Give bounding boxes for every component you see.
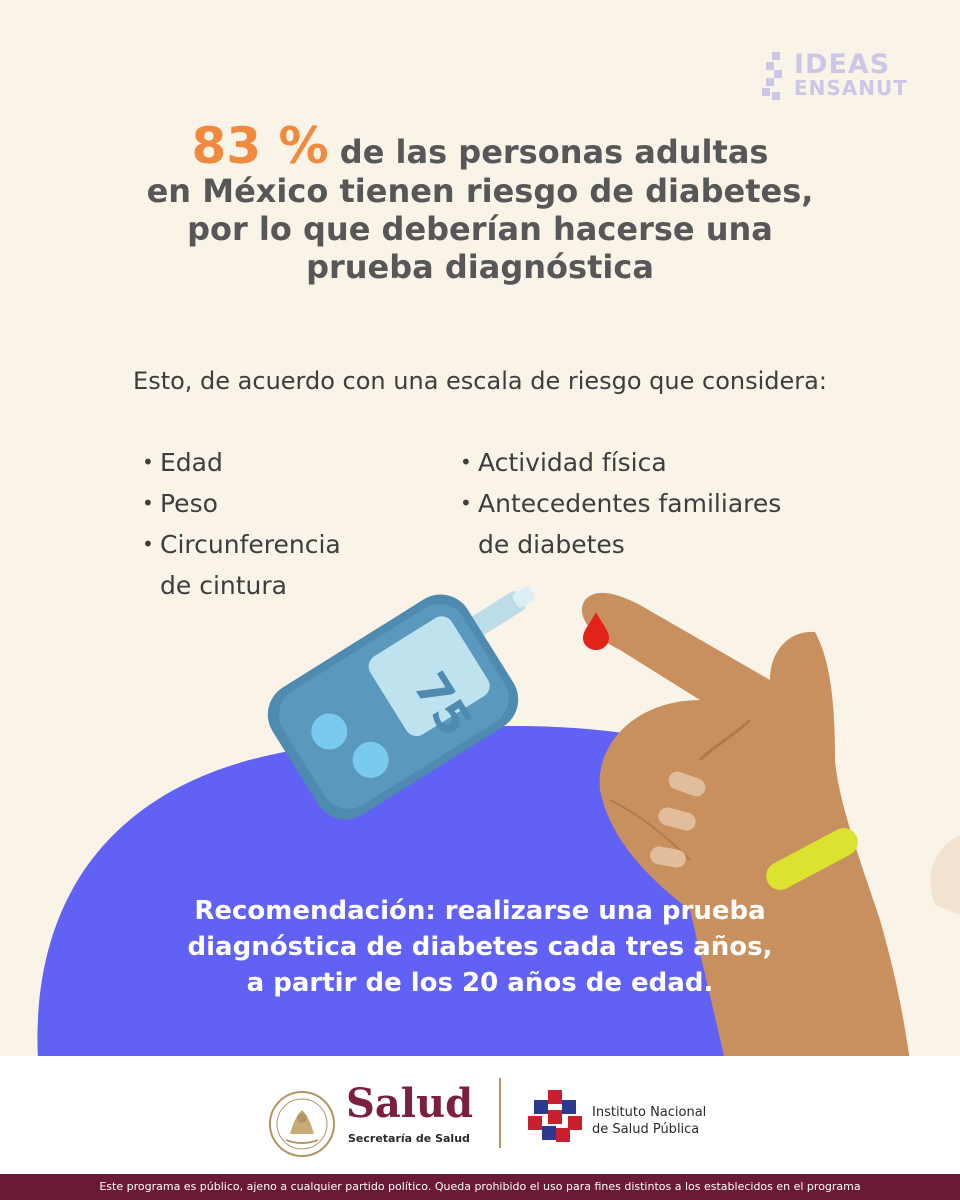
risk-factor-label: Antecedentes familiares xyxy=(478,489,782,518)
insp-name: Instituto Nacional de Salud Pública xyxy=(592,1104,742,1138)
insp-name-line-2: de Salud Pública xyxy=(592,1122,700,1137)
risk-factors-right: Actividad física Antecedentes familiares… xyxy=(460,442,860,565)
headline: 83 % de las personas adultas en México t… xyxy=(80,120,880,286)
risk-factor-item: Antecedentes familiares de diabetes xyxy=(460,483,860,565)
hand-illustration xyxy=(581,592,910,1060)
risk-factor-item: Circunferencia de cintura xyxy=(142,524,442,606)
footer-logos: Salud Secretaría de Salud Instituto Naci… xyxy=(0,1056,960,1174)
recommendation-line-3: a partir de los 20 años de edad. xyxy=(246,968,714,998)
headline-percent: 83 % xyxy=(191,117,329,175)
headline-line-4: prueba diagnóstica xyxy=(306,248,654,286)
blood-drop-icon xyxy=(583,612,609,650)
salud-wordmark: Salud xyxy=(346,1080,474,1127)
intro-text: Esto, de acuerdo con una escala de riesg… xyxy=(133,367,827,395)
risk-factor-label: Peso xyxy=(160,489,218,518)
secretaria-label: Secretaría de Salud xyxy=(348,1132,470,1145)
insp-logo-icon xyxy=(528,1090,582,1142)
headline-line-1-text: de las personas adultas xyxy=(328,133,769,171)
recommendation-line-2: diagnóstica de diabetes cada tres años, xyxy=(187,932,773,962)
risk-factor-label: Circunferencia xyxy=(160,530,341,559)
risk-factor-item: Peso xyxy=(142,483,442,524)
risk-factor-item: Edad xyxy=(142,442,442,483)
risk-factors-left: Edad Peso Circunferencia de cintura xyxy=(142,442,442,606)
risk-factor-label-cont: de diabetes xyxy=(478,530,625,559)
headline-line-2: en México tienen riesgo de diabetes, xyxy=(146,172,814,210)
ideas-ensanut-logo: IDEAS ENSANUT xyxy=(762,50,922,102)
glucometer-illustration xyxy=(267,586,535,820)
insp-name-line-1: Instituto Nacional xyxy=(592,1105,707,1120)
recommendation: Recomendación: realizarse una prueba dia… xyxy=(120,893,840,1001)
footer-divider xyxy=(499,1078,501,1148)
risk-factor-label: Actividad física xyxy=(478,448,667,477)
headline-line-1: 83 % de las personas adultas xyxy=(80,120,880,172)
brand-word-ensanut: ENSANUT xyxy=(794,76,908,100)
risk-factor-item: Actividad física xyxy=(460,442,860,483)
legal-disclaimer: Este programa es público, ajeno a cualqu… xyxy=(0,1174,960,1200)
ensanut-mark-icon xyxy=(762,52,782,100)
brand-word-ideas: IDEAS xyxy=(794,49,891,80)
background-shape xyxy=(930,835,960,915)
recommendation-line-1: Recomendación: realizarse una prueba xyxy=(194,896,766,926)
risk-factor-label: Edad xyxy=(160,448,223,477)
risk-factor-label-cont: de cintura xyxy=(160,571,287,600)
mexico-seal-icon xyxy=(269,1091,335,1157)
headline-line-3: por lo que deberían hacerse una xyxy=(187,210,773,248)
